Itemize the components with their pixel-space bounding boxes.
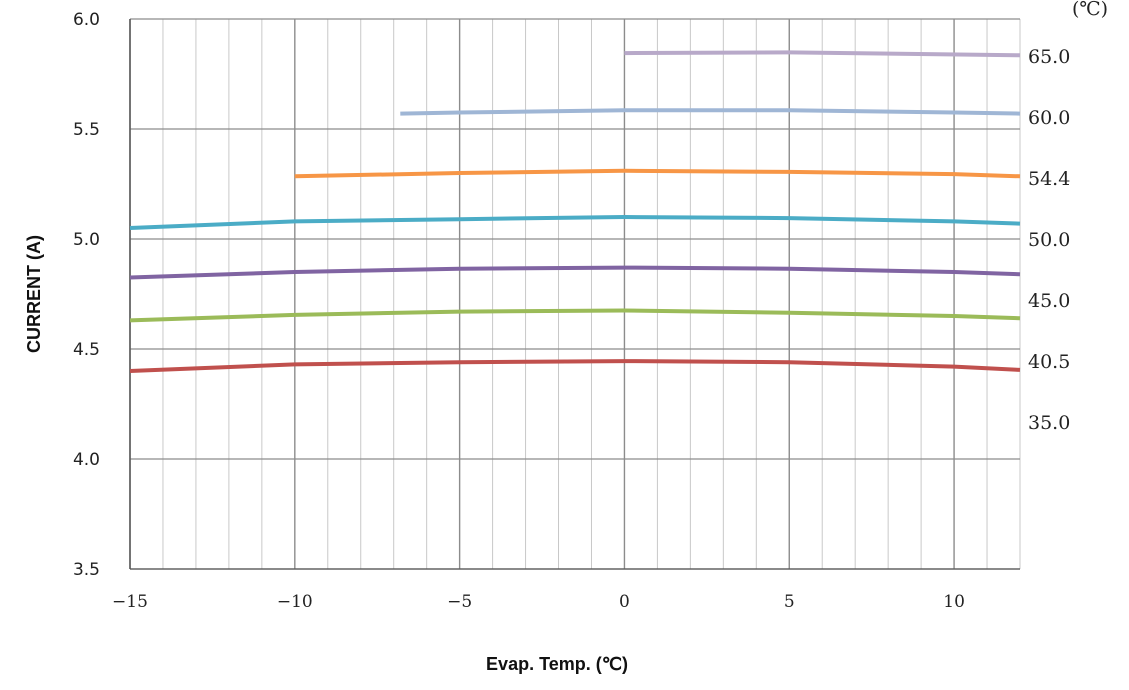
y-tick-label: 4.5	[73, 340, 100, 360]
series-line-50.0	[129, 215, 1021, 230]
x-axis-title: Evap. Temp. (℃)	[486, 654, 628, 674]
series-line-40.5	[129, 308, 1021, 323]
series-line-54.4	[294, 168, 1021, 179]
y-axis-ticks: 3.5 4.0 4.5 5.0 5.5 6.0	[73, 10, 100, 580]
legend-label: 40.5	[1028, 351, 1070, 373]
legend-label: 45.0	[1028, 290, 1070, 312]
x-tick-label: 5	[784, 592, 795, 612]
y-tick-label: 3.5	[73, 560, 100, 580]
legend-label: 35.0	[1028, 412, 1070, 434]
legend: 65.0 60.0 54.4 50.0 45.0 40.5 35.0	[1028, 46, 1070, 434]
y-tick-label: 4.0	[73, 450, 100, 470]
series-line-35.0	[129, 359, 1021, 373]
legend-label: 60.0	[1028, 107, 1070, 129]
legend-label: 50.0	[1028, 229, 1070, 251]
series-line-65.0	[624, 50, 1021, 58]
y-axis-title: CURRENT (A)	[24, 235, 44, 353]
legend-label: 54.4	[1028, 168, 1070, 190]
x-tick-label: −5	[447, 592, 472, 612]
legend-label: 65.0	[1028, 46, 1070, 68]
x-tick-label: −10	[277, 592, 313, 612]
x-tick-label: 0	[619, 592, 630, 612]
grid	[129, 18, 1021, 570]
y-tick-label: 6.0	[73, 10, 100, 30]
x-tick-label: 10	[943, 592, 965, 612]
x-axis-ticks: −15 −10 −5 0 5 10	[112, 592, 965, 612]
plot-frame	[129, 19, 1020, 570]
legend-unit: (℃)	[1072, 0, 1108, 20]
series-line-60.0	[400, 108, 1021, 116]
series-layer	[129, 50, 1021, 373]
series-line-45.0	[129, 265, 1021, 280]
y-tick-label: 5.0	[73, 230, 100, 250]
y-tick-label: 5.5	[73, 120, 100, 140]
x-tick-label: −15	[112, 592, 148, 612]
